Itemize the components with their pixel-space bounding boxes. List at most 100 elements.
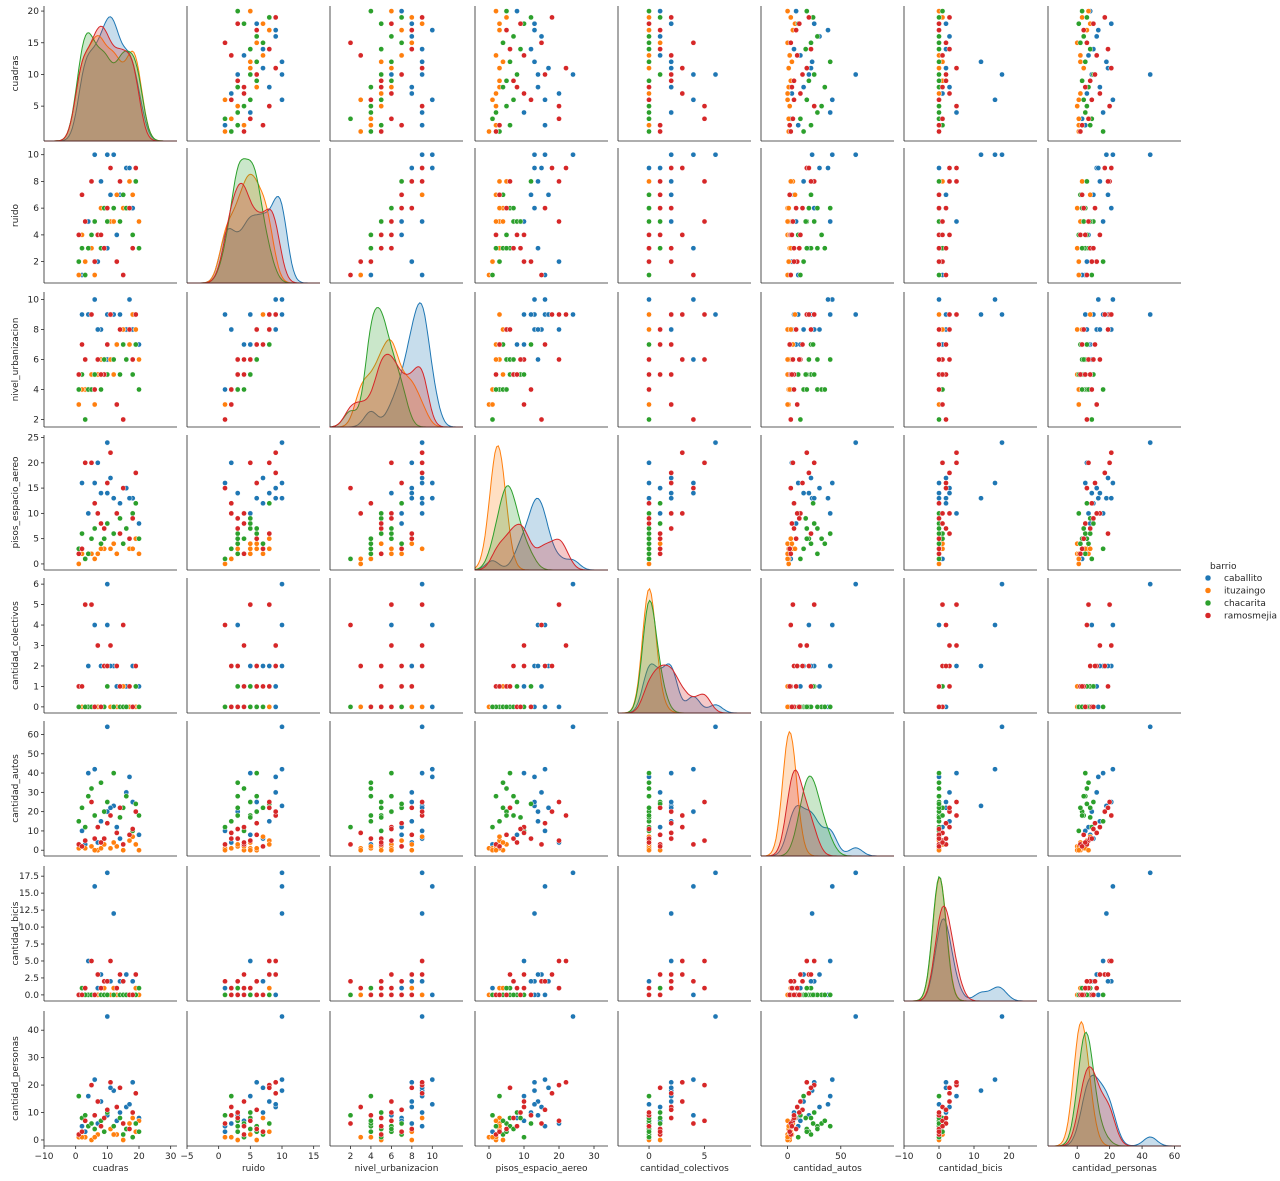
point-caballito-4	[943, 799, 949, 805]
point-ramosmejia-13	[1092, 978, 1098, 985]
point-caballito-8	[398, 218, 405, 225]
point-ramosmejia-2	[556, 958, 562, 964]
point-ramosmejia-5	[803, 65, 810, 71]
point-chacarita-5	[821, 245, 828, 252]
point-ramosmejia-5	[803, 958, 810, 964]
panel-ruido-vs-cantidad_colectivos	[617, 148, 751, 284]
point-caballito-10	[1084, 258, 1090, 265]
point-caballito-1	[429, 1076, 436, 1083]
point-ramosmejia-6	[357, 1104, 364, 1110]
point-chacarita-9	[247, 515, 254, 522]
point-ituzaingo-9	[646, 326, 652, 333]
y-tick-label: 10.0	[19, 923, 39, 933]
point-caballito-0	[570, 71, 576, 78]
point-ramosmejia-3	[797, 1098, 804, 1105]
point-caballito-0	[1147, 581, 1154, 587]
point-caballito-5	[668, 109, 675, 116]
y-tick-label: 10	[28, 70, 40, 80]
point-chacarita-8	[110, 704, 117, 710]
panel-background	[761, 866, 894, 1001]
point-chacarita-3	[646, 103, 652, 109]
point-caballito-10	[408, 90, 415, 97]
point-chacarita-7	[378, 71, 385, 78]
point-chacarita-1	[234, 804, 241, 811]
point-caballito-12	[797, 1117, 804, 1124]
point-ramosmejia-1	[556, 115, 562, 122]
point-chacarita-4	[1080, 218, 1087, 225]
point-caballito-0	[852, 1013, 859, 1020]
point-ramosmejia-4	[101, 835, 108, 842]
point-caballito-1	[91, 480, 98, 486]
point-ramosmejia-6	[1093, 985, 1100, 991]
point-ramosmejia-15	[234, 826, 241, 832]
panel-cantidad_autos-vs-cantidad_autos	[760, 721, 894, 857]
point-ramosmejia-3	[241, 971, 247, 978]
point-caballito-3	[408, 1104, 415, 1110]
panel-cantidad_bicis-vs-cantidad_personas	[1047, 866, 1181, 1002]
point-ituzaingo-9	[266, 841, 273, 848]
pairplot-panels: 5101520cuadras246810ruido246810nivel_urb…	[11, 6, 1181, 1174]
point-ramosmejia-9	[806, 1090, 812, 1097]
point-ituzaingo-2	[234, 103, 241, 109]
legend-marker-ramosmejia	[1204, 612, 1212, 619]
point-ituzaingo-8	[398, 837, 405, 844]
point-ramosmejia-9	[668, 1090, 675, 1097]
point-ramosmejia-8	[657, 831, 663, 838]
y-tick-label: 10	[28, 296, 40, 306]
point-caballito-15	[107, 1084, 114, 1091]
point-chacarita-15	[646, 556, 652, 562]
point-chacarita-4	[803, 96, 810, 103]
point-caballito-13	[1095, 27, 1102, 33]
point-ramosmejia-0	[75, 371, 82, 378]
point-chacarita-2	[85, 793, 92, 800]
point-ramosmejia-7	[120, 485, 127, 491]
point-chacarita-13	[132, 500, 139, 507]
point-ramosmejia-0	[75, 550, 82, 557]
point-ramosmejia-2	[701, 178, 708, 185]
point-ramosmejia-15	[796, 245, 803, 252]
point-ituzaingo-14	[646, 311, 652, 318]
point-ramosmejia-2	[556, 103, 562, 109]
x-tick-label: −10	[35, 1152, 54, 1162]
point-chacarita-13	[810, 992, 816, 998]
point-chacarita-3	[241, 535, 247, 542]
point-ramosmejia-13	[398, 663, 405, 669]
panel-cantidad_colectivos-vs-cantidad_colectivos	[617, 578, 751, 714]
point-caballito-15	[107, 475, 114, 481]
x-tick-label: 0	[936, 1152, 942, 1162]
y-axis-label: ruido	[11, 203, 21, 227]
point-ituzaingo-15	[136, 550, 142, 557]
legend: barrio caballitoituzaingochacaritaramosm…	[1204, 562, 1277, 622]
point-chacarita-8	[253, 58, 260, 65]
point-ramosmejia-1	[388, 459, 395, 466]
point-caballito-13	[1095, 495, 1102, 502]
point-ramosmejia-15	[129, 992, 136, 998]
point-chacarita-2	[814, 550, 821, 557]
point-chacarita-1	[378, 122, 385, 129]
point-ramosmejia-13	[668, 341, 675, 348]
point-chacarita-13	[266, 341, 273, 348]
x-tick-label: 50	[835, 1152, 847, 1162]
point-caballito-13	[825, 1101, 831, 1108]
point-ramosmejia-8	[253, 831, 260, 838]
point-ramosmejia-10	[1079, 545, 1085, 552]
point-ramosmejia-14	[808, 46, 814, 52]
point-ramosmejia-14	[507, 178, 513, 185]
point-ituzaingo-11	[222, 847, 228, 854]
panel-background	[761, 578, 894, 713]
point-ramosmejia-13	[943, 205, 949, 211]
panel-cantidad_colectivos-vs-cantidad_autos	[760, 578, 894, 714]
point-chacarita-15	[797, 272, 804, 278]
point-ramosmejia-2	[1106, 799, 1113, 805]
point-caballito-3	[816, 683, 823, 690]
point-ramosmejia-8	[253, 992, 260, 998]
point-chacarita-12	[241, 20, 247, 27]
x-tick-label: 0	[1074, 1152, 1080, 1162]
point-ituzaingo-5	[785, 65, 792, 71]
point-ituzaingo-1	[368, 115, 374, 122]
point-chacarita-7	[811, 520, 818, 527]
point-ituzaingo-0	[75, 401, 82, 408]
y-tick-label: 0.0	[25, 991, 40, 1001]
